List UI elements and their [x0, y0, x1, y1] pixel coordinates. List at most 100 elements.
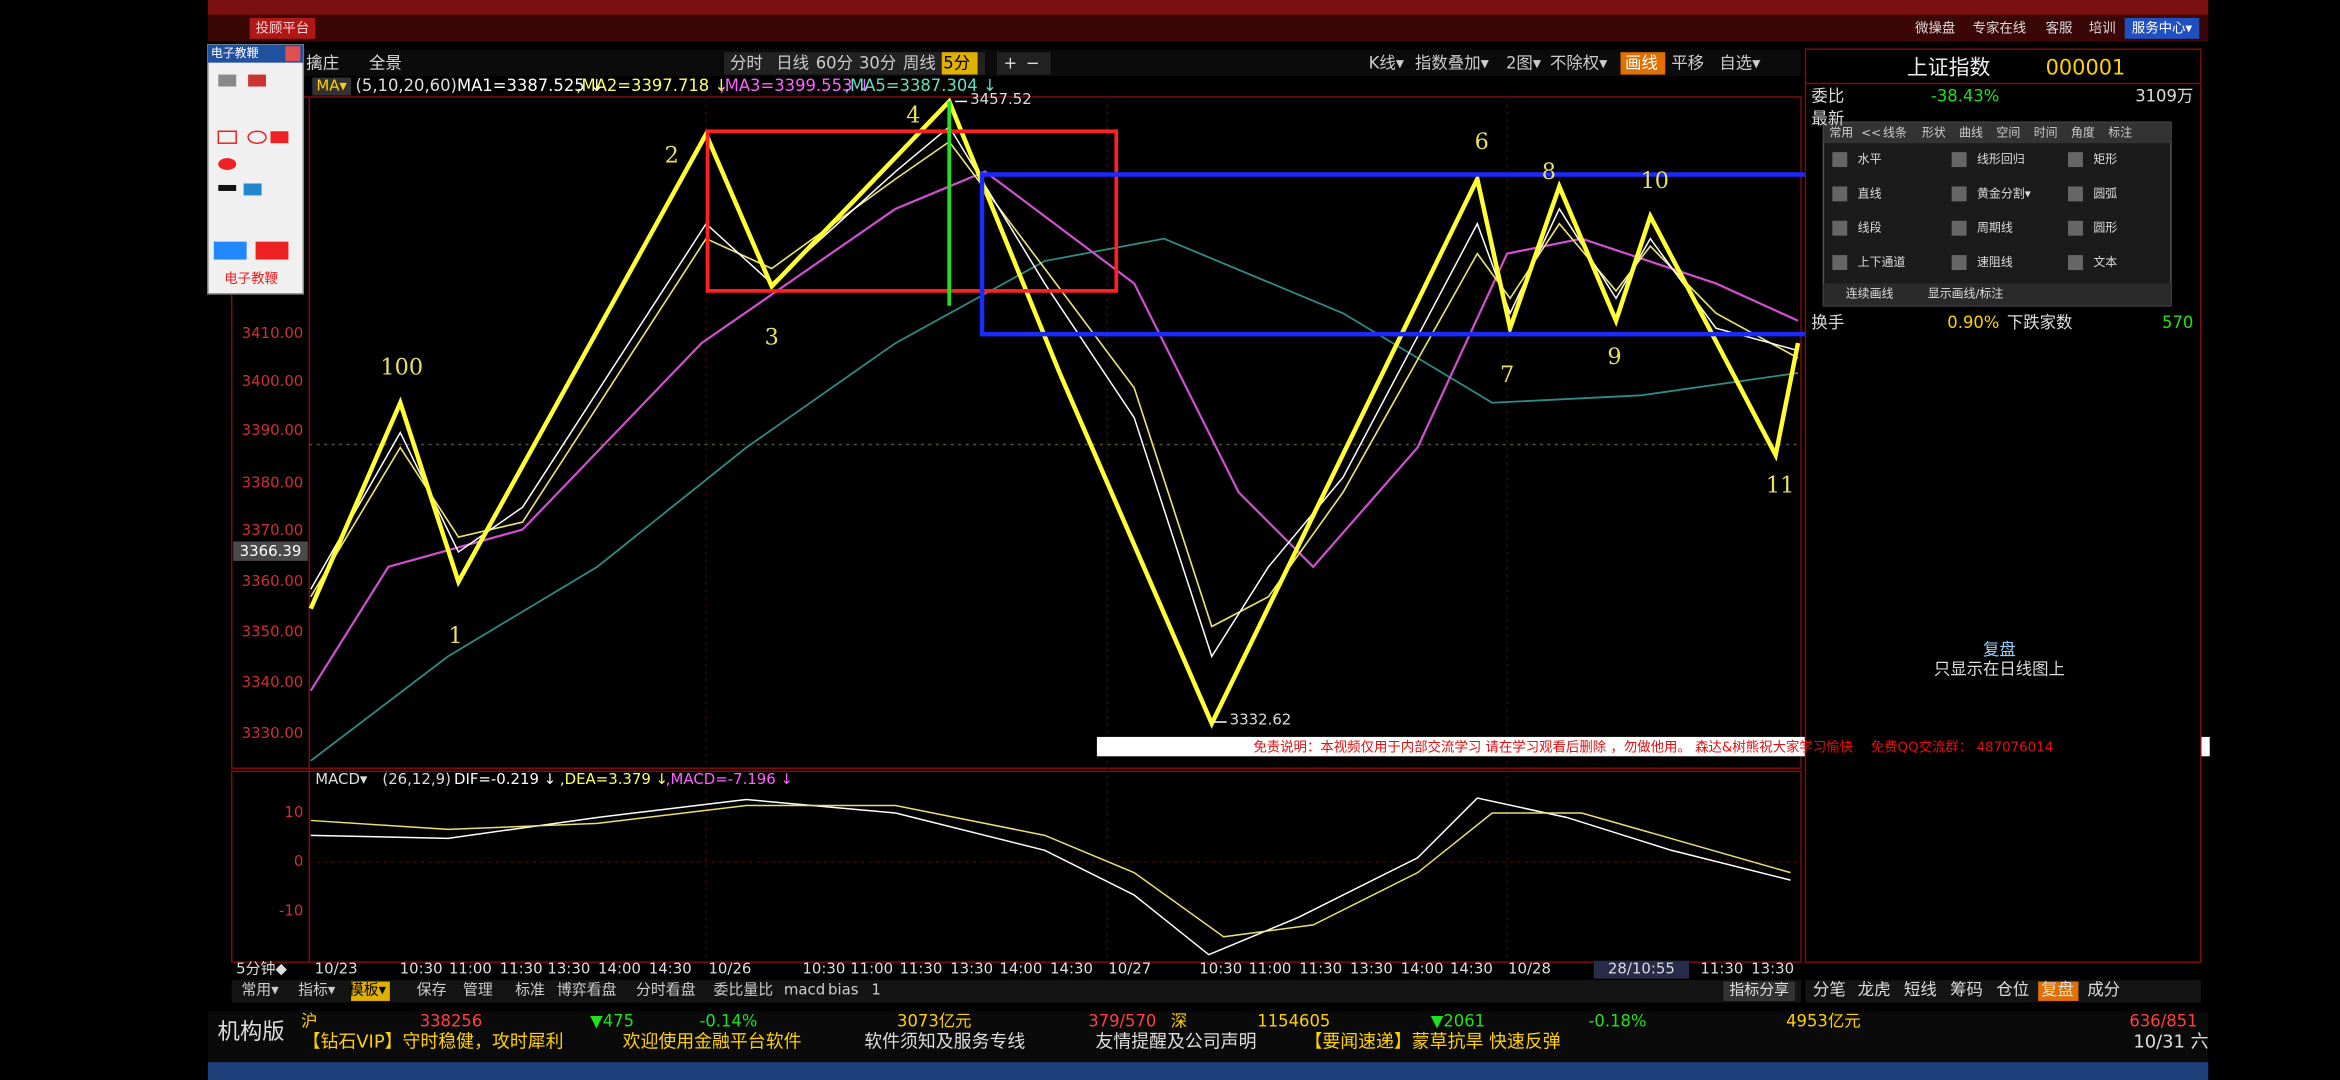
draw-tool-icon[interactable] — [1951, 152, 1967, 168]
toolbar-button[interactable]: 指数叠加▾ — [1415, 54, 1490, 73]
toolbar-button[interactable]: 画线 — [1625, 54, 1658, 73]
draw-tab[interactable]: << — [1861, 125, 1881, 139]
tool-icon[interactable] — [218, 74, 237, 87]
period-button[interactable]: 分时 — [730, 54, 763, 73]
top-menu-item[interactable]: 客服 — [2046, 19, 2073, 36]
tool-icon[interactable] — [218, 184, 237, 191]
side-tab[interactable]: 成分 — [2087, 980, 2120, 999]
draw-tool-icon[interactable] — [1951, 186, 1967, 202]
draw-tool-icon[interactable] — [1832, 186, 1848, 202]
draw-tab[interactable]: 曲线 — [1959, 125, 1983, 139]
bottom-tab[interactable]: 博弈看盘 — [557, 980, 617, 998]
draw-tool-icon[interactable] — [2068, 186, 2083, 202]
indicator-share[interactable]: 指标分享 — [1729, 980, 1789, 998]
toolbar-item[interactable]: 全景 — [369, 54, 402, 73]
draw-tool[interactable]: 圆弧 — [2093, 186, 2117, 200]
draw-tab[interactable]: 标注 — [2108, 125, 2132, 139]
top-menu-item[interactable]: 服务中心▾ — [2132, 20, 2193, 36]
bottom-tab[interactable]: 保存 — [417, 980, 447, 998]
cursor-time-bg[interactable] — [1593, 960, 1690, 979]
draw-tool-icon[interactable] — [2068, 220, 2083, 236]
draw-tool-icon[interactable] — [1951, 220, 1967, 236]
color-picker[interactable] — [213, 241, 247, 260]
tool-icon[interactable] — [270, 131, 289, 144]
toolbar-item[interactable]: 擒庄 — [306, 54, 339, 73]
top-menu-item[interactable]: 专家在线 — [1973, 19, 2027, 36]
draw-button-bg[interactable] — [1620, 52, 1666, 75]
draw-tool[interactable]: 线段 — [1858, 221, 1882, 235]
top-menu-item[interactable]: 微操盘 — [1915, 19, 1955, 36]
current-price-bg[interactable] — [233, 541, 308, 561]
period-button[interactable]: 60分 — [816, 54, 853, 73]
draw-tab[interactable]: 线条 — [1883, 125, 1907, 139]
period-button[interactable]: 日线 — [776, 54, 809, 73]
draw-tool[interactable]: 线形回归 — [1977, 152, 2025, 166]
draw-tool-icon[interactable] — [1832, 152, 1848, 168]
bottom-tab[interactable]: 管理 — [463, 980, 493, 998]
toolbar-button[interactable]: 自选▾ — [1719, 54, 1761, 73]
side-tab[interactable]: 仓位 — [1996, 980, 2029, 999]
bottom-tab[interactable]: bias — [828, 980, 859, 998]
draw-tab[interactable]: 形状 — [1922, 125, 1946, 139]
bottom-tab[interactable]: macd — [784, 980, 825, 998]
bottom-tab[interactable]: 模板▾ — [349, 980, 387, 998]
replay-tab-bg[interactable] — [2038, 981, 2079, 1001]
draw-option[interactable]: 显示画线/标注 — [1928, 286, 2004, 300]
period-button[interactable]: 30分 — [859, 54, 896, 73]
draw-tab[interactable]: 常用 — [1829, 125, 1853, 139]
period-group[interactable] — [723, 52, 986, 75]
tool-icon[interactable] — [247, 130, 267, 144]
draw-tool-icon[interactable] — [2068, 255, 2083, 270]
period-button[interactable]: 5分 — [943, 54, 970, 73]
zoom-button[interactable]: + — [1004, 54, 1018, 73]
tool-icon[interactable] — [217, 130, 237, 144]
template-tab-bg[interactable] — [351, 981, 390, 1001]
side-tab[interactable]: 分笔 — [1813, 980, 1846, 999]
draw-tool[interactable]: 文本 — [2093, 255, 2117, 269]
side-tab[interactable]: 筹码 — [1950, 980, 1983, 999]
top-menu-item[interactable]: 培训 — [2089, 20, 2116, 36]
toolbar-button[interactable]: 不除权▾ — [1550, 54, 1608, 73]
draw-tool[interactable]: 速阻线 — [1977, 255, 2013, 269]
draw-tool-icon[interactable] — [1832, 255, 1848, 270]
bottom-tab[interactable]: 1 — [871, 980, 880, 998]
bottom-tab[interactable]: 常用▾ — [241, 980, 279, 998]
toolbar-button[interactable]: K线▾ — [1369, 54, 1405, 73]
period-active[interactable] — [941, 52, 978, 75]
side-tab[interactable]: 短线 — [1904, 980, 1937, 999]
side-tab[interactable]: 龙虎 — [1858, 980, 1891, 999]
toolbar-button[interactable]: 平移 — [1671, 54, 1704, 73]
service-tab[interactable] — [2124, 17, 2200, 39]
bottom-tab[interactable]: 分时看盘 — [636, 980, 696, 998]
platform-tab[interactable] — [249, 17, 316, 39]
zoom-group[interactable] — [996, 52, 1051, 75]
draw-tab[interactable]: 空间 — [1996, 125, 2020, 139]
draw-tool-icon[interactable] — [2068, 152, 2083, 168]
period-button[interactable]: 周线 — [903, 54, 936, 73]
side-tab[interactable]: 复盘 — [2041, 980, 2074, 999]
tool-icon[interactable] — [218, 158, 237, 171]
tool-icon[interactable] — [248, 74, 267, 87]
draw-tool[interactable]: 黄金分割▾ — [1977, 186, 2031, 200]
draw-tool[interactable]: 圆形 — [2093, 221, 2117, 235]
close-button[interactable] — [285, 46, 301, 62]
draw-tool[interactable]: 上下通道 — [1858, 255, 1906, 269]
bottom-tab[interactable]: 标准 — [515, 980, 545, 998]
draw-tool-icon[interactable] — [1832, 220, 1848, 236]
draw-tool[interactable]: 水平 — [1858, 152, 1882, 166]
ma-label-bg[interactable] — [312, 77, 352, 96]
tool-icon[interactable] — [243, 183, 262, 196]
share-tab-bg[interactable] — [1723, 981, 1796, 1001]
bottom-tab[interactable]: 指标▾ — [298, 980, 336, 998]
draw-tab[interactable]: 角度 — [2071, 125, 2095, 139]
draw-tool-icon[interactable] — [1951, 255, 1967, 270]
draw-tool[interactable]: 周期线 — [1977, 221, 2013, 235]
color-picker[interactable] — [255, 241, 289, 260]
draw-tool[interactable]: 矩形 — [2093, 152, 2117, 166]
draw-option[interactable]: 连续画线 — [1846, 286, 1894, 300]
zoom-button[interactable]: − — [1026, 54, 1040, 73]
draw-tool[interactable]: 直线 — [1858, 186, 1882, 200]
bottom-tab[interactable]: 委比量比 — [714, 980, 774, 998]
draw-tab[interactable]: 时间 — [2034, 125, 2058, 139]
toolbar-button[interactable]: 2图▾ — [1506, 54, 1542, 73]
